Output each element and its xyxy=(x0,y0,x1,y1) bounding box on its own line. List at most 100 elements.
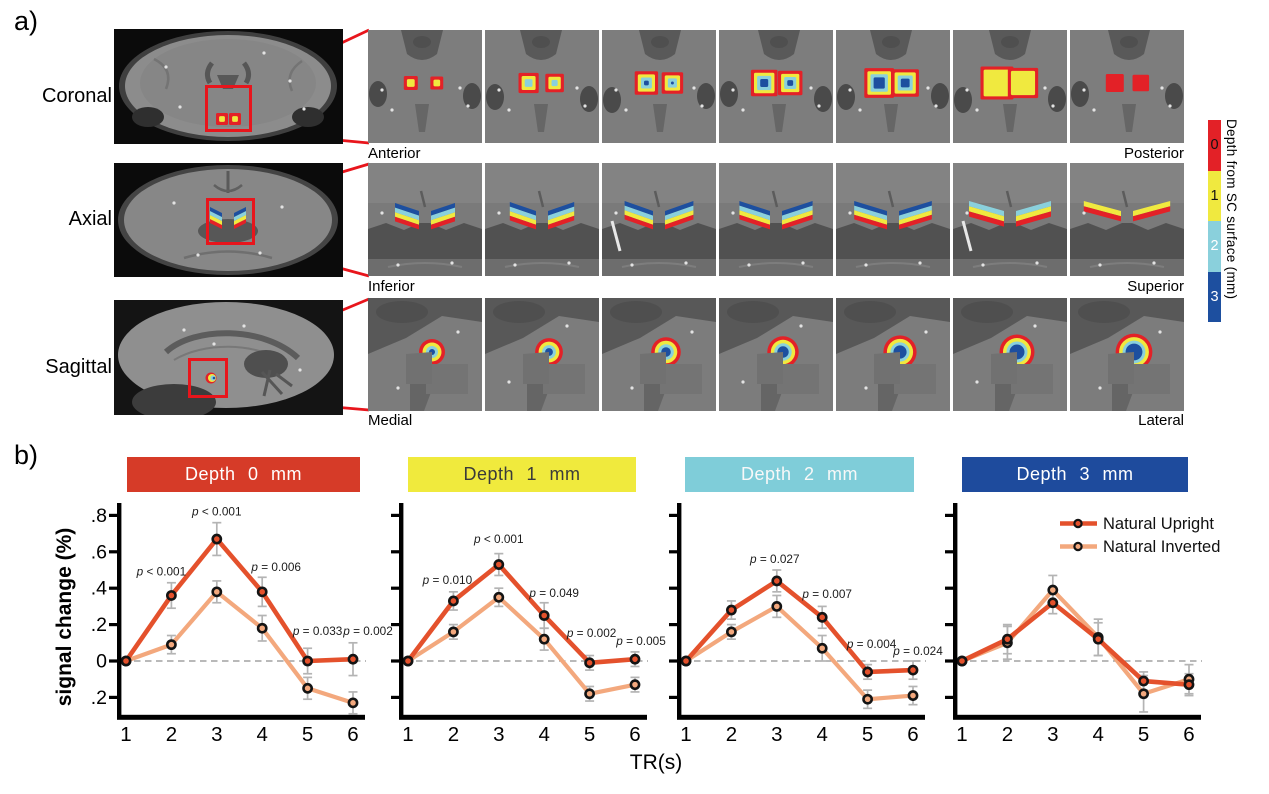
data-point xyxy=(629,653,641,665)
x-tick-label: 3 xyxy=(211,723,222,746)
slice-image-axial-5 xyxy=(836,163,950,276)
data-point xyxy=(493,559,505,570)
x-tick-label: 1 xyxy=(680,723,691,746)
colorbar-segment-2: 2 xyxy=(1208,221,1221,272)
x-tick-label: 1 xyxy=(402,723,413,746)
x-tick-label: 2 xyxy=(448,723,459,746)
p-value-annotation: p = 0.002 xyxy=(342,624,393,638)
x-tick-label: 5 xyxy=(862,723,873,746)
overview-mri xyxy=(114,163,343,277)
slice-image-sagittal-2 xyxy=(485,298,599,411)
x-tick-label: 4 xyxy=(538,723,549,746)
colorbar-segment-0: 0 xyxy=(1208,120,1221,171)
p-value-annotation: p = 0.005 xyxy=(615,634,666,648)
legend-item: Natural Inverted xyxy=(1060,538,1220,556)
chart-depth-1mm: 1 2 3 4 5 6 p = 0.010 p < 0.001 p = 0.049 p = 0.0… xyxy=(391,503,666,746)
y-tick-label: 0.6 xyxy=(90,541,107,563)
p-value-annotation: p = 0.010 xyxy=(422,573,473,587)
slice-image-sagittal-5 xyxy=(836,298,950,411)
svg-text:Natural Inverted: Natural Inverted xyxy=(1103,538,1220,556)
inferior-label: Inferior xyxy=(368,278,415,295)
axial-overview-image xyxy=(114,163,343,277)
superior-label: Superior xyxy=(1127,278,1184,295)
x-axis-label: TR(s) xyxy=(629,751,683,774)
x-axis xyxy=(117,714,365,720)
data-point xyxy=(726,626,737,638)
posterior-label: Posterior xyxy=(1123,145,1184,162)
p-value-annotation: p = 0.033 xyxy=(292,624,343,638)
data-point xyxy=(211,533,223,545)
data-point xyxy=(956,655,968,667)
chart-header-depth-3mm: Depth 3 mm xyxy=(962,457,1188,492)
overview-mri xyxy=(114,300,343,415)
p-value-annotation: p = 0.004 xyxy=(846,637,897,651)
x-tick-label: 4 xyxy=(816,723,827,746)
data-point xyxy=(1092,633,1104,645)
data-point xyxy=(493,591,505,603)
x-tick-label: 5 xyxy=(302,723,313,746)
data-point xyxy=(448,626,459,638)
data-point xyxy=(166,639,177,651)
overview-mri xyxy=(114,29,343,144)
slice-image-coronal-6 xyxy=(953,30,1067,143)
anterior-label: Anterior xyxy=(368,145,421,162)
x-tick-label: 3 xyxy=(771,723,782,746)
data-point xyxy=(302,655,313,667)
x-tick-label: 5 xyxy=(1138,723,1149,746)
chart-header-depth-1mm: Depth 1 mm xyxy=(408,457,636,492)
series-line-1 xyxy=(959,587,1192,696)
p-value-annotation: p < 0.001 xyxy=(136,564,187,578)
series-line-0 xyxy=(959,600,1192,687)
x-tick-label: 4 xyxy=(1092,723,1103,746)
data-point xyxy=(1138,688,1149,700)
x-tick-label: 2 xyxy=(726,723,737,746)
series-line-1 xyxy=(123,589,356,705)
slice-image-axial-6 xyxy=(953,163,1067,276)
sagittal-roi-box xyxy=(188,358,228,398)
p-value-annotation: p = 0.027 xyxy=(749,552,800,566)
data-point xyxy=(680,655,692,667)
slice-image-sagittal-4 xyxy=(719,298,833,411)
data-point xyxy=(816,642,828,654)
series-line-0 xyxy=(683,578,916,675)
y-tick-label: 0 xyxy=(96,651,107,673)
chart-header-depth-0mm: Depth 0 mm xyxy=(127,457,360,492)
x-axis xyxy=(953,714,1201,720)
data-point xyxy=(211,586,223,598)
data-point xyxy=(256,586,268,598)
y-axis xyxy=(677,503,682,720)
data-point xyxy=(1002,633,1013,645)
series-line-0 xyxy=(123,536,356,664)
x-tick-label: 1 xyxy=(120,723,131,746)
y-tick-label: -0.2 xyxy=(90,687,107,709)
sagittal-slice-strip xyxy=(368,298,1184,411)
colorbar-title: Depth from SC surface (mm) xyxy=(1224,119,1239,300)
series-line-1 xyxy=(683,604,916,702)
data-point xyxy=(726,604,737,616)
y-axis xyxy=(399,503,404,720)
legend-item: Natural Upright xyxy=(1060,515,1214,533)
data-point xyxy=(862,693,873,705)
y-axis xyxy=(953,503,958,720)
data-point xyxy=(1183,679,1195,691)
data-point xyxy=(402,655,414,667)
axial-slice-strip xyxy=(368,163,1184,276)
p-value-annotation: p < 0.001 xyxy=(473,532,524,546)
chart-header-depth-2mm: Depth 2 mm xyxy=(685,457,914,492)
chart-depth-0mm: 0.8 0.6 0.4 0.2 0 -0.2 1 2 3 4 5 6 p < 0.001 p < 0.00… xyxy=(90,503,393,746)
slice-image-coronal-4 xyxy=(719,30,833,143)
data-point xyxy=(771,601,783,612)
y-tick-label: 0.4 xyxy=(90,578,107,600)
slice-image-axial-2 xyxy=(485,163,599,276)
view-label-sagittal: Sagittal xyxy=(45,356,112,378)
svg-text:Natural Upright: Natural Upright xyxy=(1103,515,1214,533)
data-point xyxy=(120,655,132,667)
data-point xyxy=(538,610,550,621)
data-point xyxy=(816,611,828,623)
x-tick-label: 3 xyxy=(493,723,504,746)
x-tick-label: 6 xyxy=(907,723,918,746)
series-line-1 xyxy=(405,595,638,696)
